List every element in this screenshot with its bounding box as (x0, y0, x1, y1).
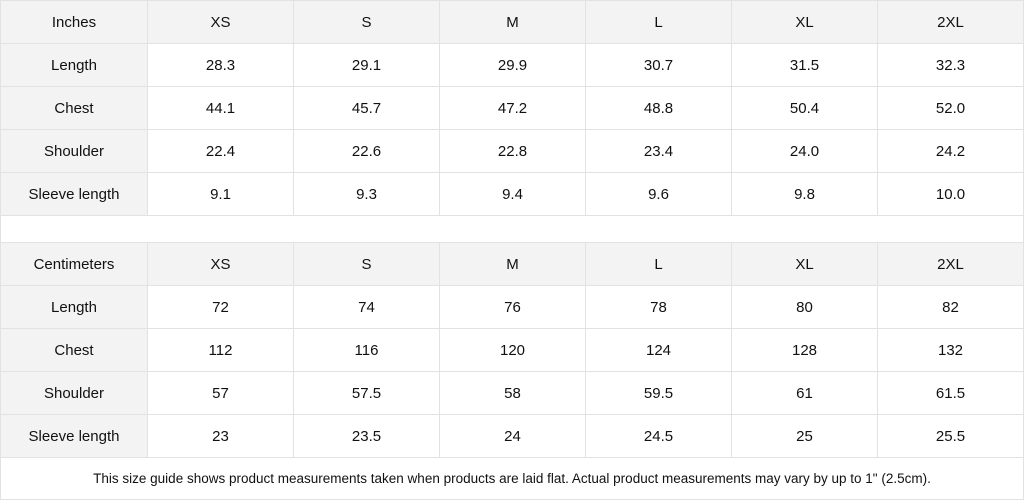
measurement-cell: 52.0 (877, 86, 1024, 130)
measurement-cell: 132 (877, 328, 1024, 372)
measurement-cell: 61.5 (877, 371, 1024, 415)
row-label: Shoulder (0, 371, 148, 415)
measurement-cell: 82 (877, 285, 1024, 329)
row-label: Length (0, 285, 148, 329)
measurement-cell: 9.8 (731, 172, 878, 216)
measurement-cell: 116 (293, 328, 440, 372)
measurement-cell: 124 (585, 328, 732, 372)
measurement-cell: 45.7 (293, 86, 440, 130)
measurement-cell: 57.5 (293, 371, 440, 415)
table-row: Length 72 74 76 78 80 82 (0, 285, 1024, 329)
table-row: Chest 112 116 120 124 128 132 (0, 328, 1024, 372)
measurement-cell: 9.1 (147, 172, 294, 216)
row-label: Sleeve length (0, 172, 148, 216)
measurement-cell: 120 (439, 328, 586, 372)
unit-header: Inches (0, 0, 148, 44)
row-label: Shoulder (0, 129, 148, 173)
measurement-cell: 128 (731, 328, 878, 372)
measurement-cell: 61 (731, 371, 878, 415)
header-row: Centimeters XS S M L XL 2XL (0, 242, 1024, 286)
size-header: L (585, 0, 732, 44)
measurement-cell: 25.5 (877, 414, 1024, 458)
row-label: Sleeve length (0, 414, 148, 458)
measurement-cell: 32.3 (877, 43, 1024, 87)
row-label: Chest (0, 86, 148, 130)
row-label: Length (0, 43, 148, 87)
measurement-cell: 24 (439, 414, 586, 458)
table-row: Length 28.3 29.1 29.9 30.7 31.5 32.3 (0, 43, 1024, 87)
size-guide-note: This size guide shows product measuremen… (0, 458, 1024, 500)
measurement-cell: 29.9 (439, 43, 586, 87)
table-row: Shoulder 57 57.5 58 59.5 61 61.5 (0, 371, 1024, 415)
measurement-cell: 58 (439, 371, 586, 415)
measurement-cell: 112 (147, 328, 294, 372)
size-header: S (293, 242, 440, 286)
measurement-cell: 23 (147, 414, 294, 458)
measurement-cell: 48.8 (585, 86, 732, 130)
size-header: M (439, 0, 586, 44)
size-header: XS (147, 0, 294, 44)
size-header: 2XL (877, 242, 1024, 286)
measurement-cell: 9.3 (293, 172, 440, 216)
measurement-cell: 47.2 (439, 86, 586, 130)
measurement-cell: 23.4 (585, 129, 732, 173)
measurement-cell: 50.4 (731, 86, 878, 130)
measurement-cell: 59.5 (585, 371, 732, 415)
measurement-cell: 31.5 (731, 43, 878, 87)
measurement-cell: 23.5 (293, 414, 440, 458)
size-header: S (293, 0, 440, 44)
measurement-cell: 9.4 (439, 172, 586, 216)
table-spacer (0, 216, 1024, 242)
size-header: M (439, 242, 586, 286)
size-header: XL (731, 242, 878, 286)
measurement-cell: 9.6 (585, 172, 732, 216)
size-header: XS (147, 242, 294, 286)
measurement-cell: 22.4 (147, 129, 294, 173)
measurement-cell: 24.0 (731, 129, 878, 173)
measurement-cell: 24.2 (877, 129, 1024, 173)
table-row: Sleeve length 9.1 9.3 9.4 9.6 9.8 10.0 (0, 172, 1024, 216)
measurement-cell: 28.3 (147, 43, 294, 87)
table-row: Chest 44.1 45.7 47.2 48.8 50.4 52.0 (0, 86, 1024, 130)
table-row: Sleeve length 23 23.5 24 24.5 25 25.5 (0, 414, 1024, 458)
measurement-cell: 24.5 (585, 414, 732, 458)
measurement-cell: 74 (293, 285, 440, 329)
size-header: 2XL (877, 0, 1024, 44)
measurement-cell: 22.8 (439, 129, 586, 173)
centimeters-size-table: Centimeters XS S M L XL 2XL Length 72 74 76 78 80 82 C… (0, 242, 1024, 458)
header-row: Inches XS S M L XL 2XL (0, 0, 1024, 44)
measurement-cell: 29.1 (293, 43, 440, 87)
measurement-cell: 57 (147, 371, 294, 415)
measurement-cell: 22.6 (293, 129, 440, 173)
inches-size-table: Inches XS S M L XL 2XL Length 28.3 29.1 29.9 30.7 31… (0, 0, 1024, 216)
table-row: Shoulder 22.4 22.6 22.8 23.4 24.0 24.2 (0, 129, 1024, 173)
unit-header: Centimeters (0, 242, 148, 286)
size-header: XL (731, 0, 878, 44)
row-label: Chest (0, 328, 148, 372)
size-header: L (585, 242, 732, 286)
measurement-cell: 78 (585, 285, 732, 329)
measurement-cell: 30.7 (585, 43, 732, 87)
measurement-cell: 76 (439, 285, 586, 329)
measurement-cell: 72 (147, 285, 294, 329)
measurement-cell: 25 (731, 414, 878, 458)
measurement-cell: 10.0 (877, 172, 1024, 216)
measurement-cell: 44.1 (147, 86, 294, 130)
measurement-cell: 80 (731, 285, 878, 329)
